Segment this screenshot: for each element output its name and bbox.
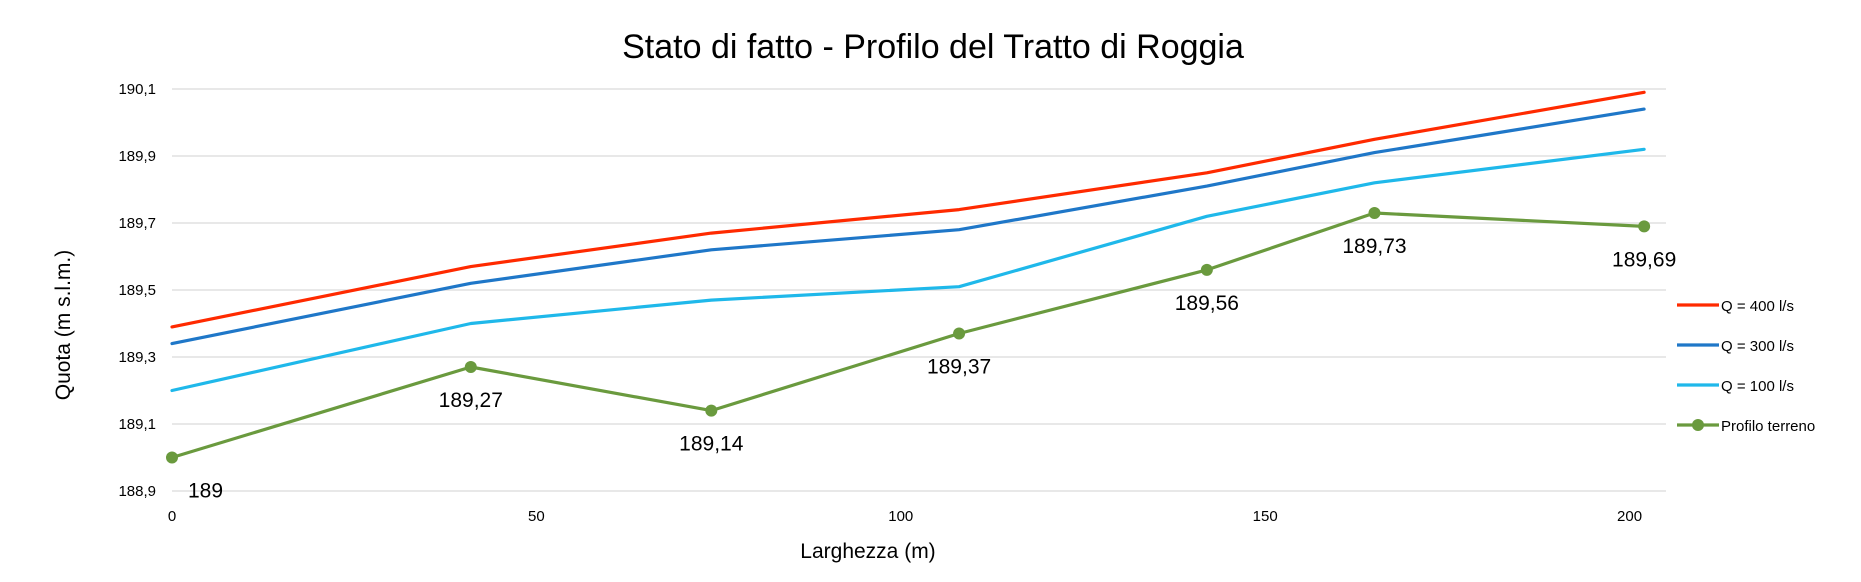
series-line-2 <box>170 147 1646 393</box>
legend: Q = 400 l/s Q = 300 l/s Q = 100 l/s Profilo… <box>1677 298 1815 435</box>
legend-item: Q = 400 l/s <box>1677 298 1794 315</box>
series-point <box>953 327 966 340</box>
x-tick-label: 0 <box>168 508 176 525</box>
y-tick-label: 189,5 <box>118 282 156 299</box>
chart-title: Stato di fatto - Profilo del Tratto di R… <box>622 28 1244 66</box>
axes: 188,9 189,1 189,3 189,5 189,7 189,9 190,1 0 50 10… <box>118 81 1642 525</box>
x-tick-label: 50 <box>528 508 545 525</box>
legend-marker <box>1692 419 1704 431</box>
series-point <box>1200 263 1213 276</box>
data-labels: 189 189,27 189,14 189,37 189,56 189,73 189,69 <box>188 235 1676 503</box>
y-tick-label: 189,7 <box>118 215 156 232</box>
data-label: 189,69 <box>1612 248 1676 271</box>
series-point <box>1368 206 1381 219</box>
y-tick-label: 189,3 <box>118 349 156 366</box>
series-line-1 <box>170 107 1646 346</box>
legend-label: Q = 400 l/s <box>1721 298 1794 315</box>
series-point <box>705 404 718 417</box>
series-point <box>166 451 178 464</box>
data-label: 189 <box>188 480 223 503</box>
y-tick-label: 189,1 <box>118 416 156 433</box>
y-tick-label: 190,1 <box>118 81 156 98</box>
x-tick-label: 100 <box>888 508 913 525</box>
data-label: 189,27 <box>439 389 503 412</box>
legend-label: Q = 100 l/s <box>1721 378 1794 395</box>
data-label: 189,37 <box>927 356 991 379</box>
x-tick-label: 200 <box>1617 508 1642 525</box>
series-point <box>1638 220 1651 233</box>
x-tick-label: 150 <box>1253 508 1278 525</box>
legend-item: Q = 300 l/s <box>1677 338 1794 355</box>
series-lines <box>166 90 1651 464</box>
legend-label: Profilo terreno <box>1721 418 1815 435</box>
y-tick-label: 189,9 <box>118 148 156 165</box>
legend-label: Q = 300 l/s <box>1721 338 1794 355</box>
y-tick-label: 188,9 <box>118 483 156 500</box>
data-label: 189,56 <box>1175 292 1239 315</box>
x-axis-title: Larghezza (m) <box>800 540 935 563</box>
legend-item: Profilo terreno <box>1677 418 1815 435</box>
data-label: 189,73 <box>1342 235 1406 258</box>
series-point <box>464 361 477 374</box>
legend-item: Q = 100 l/s <box>1677 378 1794 395</box>
series-line-3 <box>170 211 1646 460</box>
gridlines <box>172 88 1666 492</box>
series-line-0 <box>170 90 1646 329</box>
data-label: 189,14 <box>679 433 744 456</box>
y-axis-title: Quota (m s.l.m.) <box>52 250 75 401</box>
